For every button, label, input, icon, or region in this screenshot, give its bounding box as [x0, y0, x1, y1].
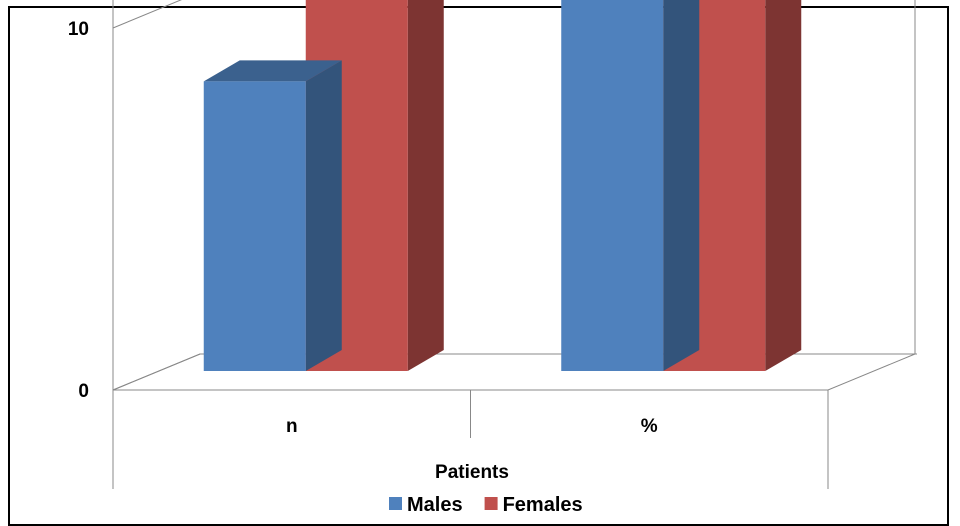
legend-swatch: [484, 497, 498, 510]
y-axis-ticks: 01020304050607080: [68, 19, 89, 402]
legend: Males Females: [389, 494, 583, 516]
bars: [203, 0, 802, 372]
bar-side: [765, 0, 802, 371]
bar: [203, 81, 306, 372]
x-axis-label: Patients: [435, 462, 509, 483]
x-tick-label: %: [641, 416, 658, 437]
gridline: [112, 0, 182, 29]
legend-label: Females: [503, 494, 583, 516]
bar: [561, 0, 664, 371]
bar-top: [203, 60, 342, 82]
y-tick-label: 0: [78, 381, 89, 402]
bar-side: [407, 0, 444, 371]
category-labels: n%: [286, 416, 658, 437]
legend-label: Males: [407, 494, 463, 516]
x-tick-label: n: [286, 416, 298, 437]
bar-side: [305, 60, 342, 372]
legend-swatch: [389, 497, 402, 510]
bar-side: [663, 0, 700, 371]
y-tick-label: 10: [68, 19, 89, 40]
